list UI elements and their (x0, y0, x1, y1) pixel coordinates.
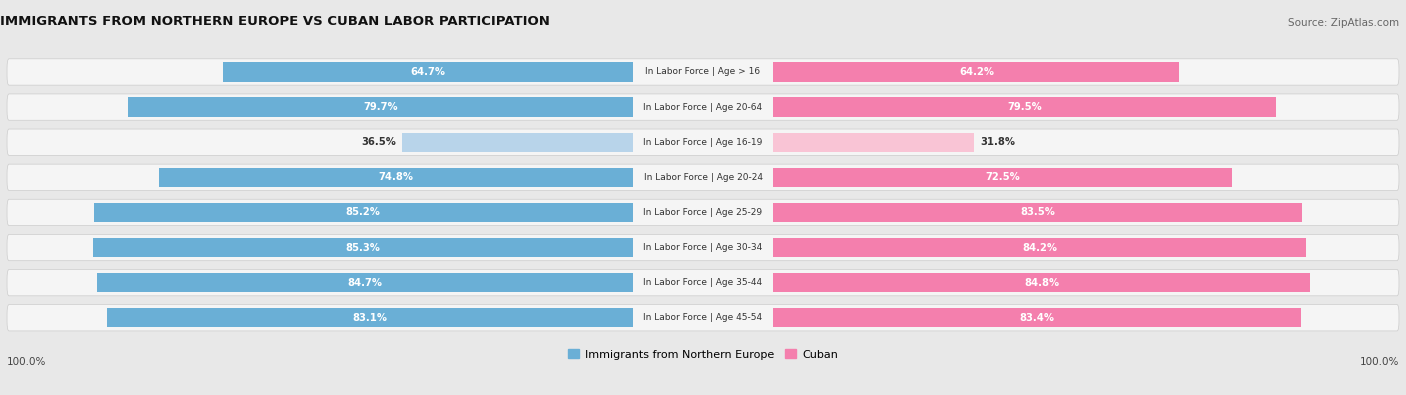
Text: 64.7%: 64.7% (411, 67, 446, 77)
Text: In Labor Force | Age 45-54: In Labor Force | Age 45-54 (644, 313, 762, 322)
FancyBboxPatch shape (7, 305, 1399, 331)
FancyBboxPatch shape (7, 164, 1399, 190)
Text: In Labor Force | Age > 16: In Labor Force | Age > 16 (645, 68, 761, 77)
Bar (773, 98, 1277, 117)
Text: 84.7%: 84.7% (347, 278, 382, 288)
Text: 85.2%: 85.2% (346, 207, 381, 217)
Text: In Labor Force | Age 30-34: In Labor Force | Age 30-34 (644, 243, 762, 252)
Text: In Labor Force | Age 20-24: In Labor Force | Age 20-24 (644, 173, 762, 182)
Text: In Labor Force | Age 16-19: In Labor Force | Age 16-19 (644, 138, 762, 147)
Text: In Labor Force | Age 25-29: In Labor Force | Age 25-29 (644, 208, 762, 217)
Text: 84.8%: 84.8% (1024, 278, 1059, 288)
Text: 79.7%: 79.7% (363, 102, 398, 112)
Bar (402, 133, 633, 152)
Text: 36.5%: 36.5% (361, 137, 396, 147)
Bar (159, 167, 633, 187)
Text: 31.8%: 31.8% (980, 137, 1015, 147)
Text: In Labor Force | Age 35-44: In Labor Force | Age 35-44 (644, 278, 762, 287)
Text: 83.1%: 83.1% (353, 313, 387, 323)
Text: 79.5%: 79.5% (1008, 102, 1042, 112)
Text: 100.0%: 100.0% (1360, 357, 1399, 367)
Text: 64.2%: 64.2% (959, 67, 994, 77)
Bar (773, 273, 1310, 292)
Text: 100.0%: 100.0% (7, 357, 46, 367)
Bar (93, 238, 633, 257)
FancyBboxPatch shape (7, 94, 1399, 120)
Text: 83.4%: 83.4% (1019, 313, 1054, 323)
Bar (773, 308, 1301, 327)
Text: 83.5%: 83.5% (1019, 207, 1054, 217)
Text: 85.3%: 85.3% (346, 243, 380, 252)
Bar (773, 133, 974, 152)
FancyBboxPatch shape (7, 269, 1399, 296)
Bar (97, 273, 633, 292)
FancyBboxPatch shape (7, 59, 1399, 85)
FancyBboxPatch shape (7, 199, 1399, 226)
Bar (94, 203, 633, 222)
Text: Source: ZipAtlas.com: Source: ZipAtlas.com (1288, 18, 1399, 28)
Text: In Labor Force | Age 20-64: In Labor Force | Age 20-64 (644, 103, 762, 112)
Text: 74.8%: 74.8% (378, 172, 413, 182)
FancyBboxPatch shape (7, 234, 1399, 261)
Bar (224, 62, 633, 82)
Bar (128, 98, 633, 117)
Legend: Immigrants from Northern Europe, Cuban: Immigrants from Northern Europe, Cuban (564, 345, 842, 364)
Bar (773, 62, 1180, 82)
Bar (773, 167, 1232, 187)
Text: 72.5%: 72.5% (986, 172, 1019, 182)
Bar (773, 238, 1306, 257)
Bar (107, 308, 633, 327)
Bar (773, 203, 1302, 222)
Text: IMMIGRANTS FROM NORTHERN EUROPE VS CUBAN LABOR PARTICIPATION: IMMIGRANTS FROM NORTHERN EUROPE VS CUBAN… (0, 15, 550, 28)
FancyBboxPatch shape (7, 129, 1399, 155)
Text: 84.2%: 84.2% (1022, 243, 1057, 252)
